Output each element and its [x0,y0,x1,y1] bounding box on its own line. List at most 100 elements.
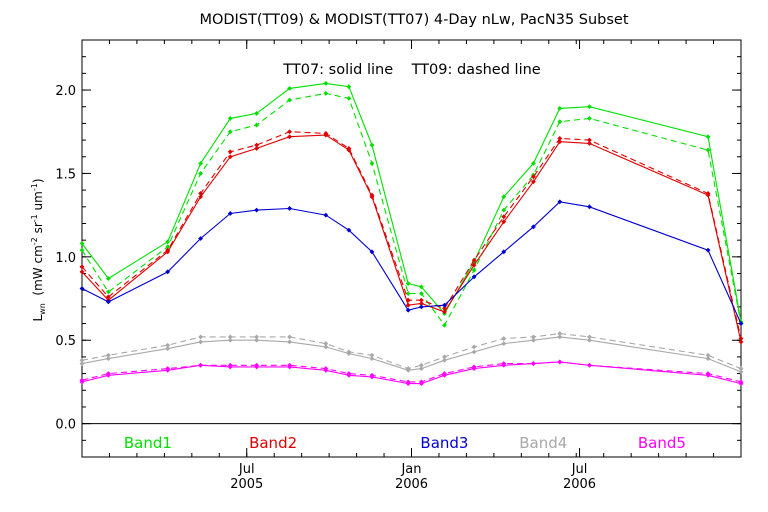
data-point [198,362,204,368]
data-point [705,356,711,362]
data-point [254,145,260,151]
data-point [557,199,563,205]
data-point [705,191,711,196]
series-band4-dashed [79,331,744,372]
data-point [738,339,744,345]
y-axis-label: Lwn (mW cm-2 sr-1 um-1) [30,178,47,321]
data-point [738,321,744,326]
data-point [79,286,85,291]
data-point [405,302,411,308]
data-point [346,349,352,355]
x-tick-label-year: 2006 [563,477,596,492]
chart-title: MODIST(TT09) & MODIST(TT07) 4-Day nLw, P… [199,12,628,28]
data-point [501,207,507,213]
data-point [587,334,592,340]
data-point [227,129,233,135]
legend-item-band3: Band3 [420,434,468,452]
data-point [105,356,111,362]
data-point [369,352,375,358]
y-tick-label: 1.0 [55,251,76,266]
data-point [587,204,592,210]
data-point [471,344,477,350]
data-point [346,227,352,233]
data-point [165,239,171,245]
series-band5-dashed [79,359,744,385]
data-point [369,142,375,148]
data-point [227,362,233,368]
data-point [227,334,233,340]
data-point [587,104,592,110]
y-tick-label: 0.5 [55,334,76,349]
data-point [227,149,233,155]
x-tick-label-month: Jan [400,462,421,477]
data-point [79,269,85,275]
data-point [501,336,507,341]
series-line [81,82,742,322]
legend: Band1 Band2 Band3 Band4 Band5 [124,434,686,452]
data-point [587,140,592,146]
y-tick-label: 2.0 [55,84,76,99]
data-point [418,297,424,303]
series-line [81,336,742,373]
data-point [471,274,477,280]
x-tick-label-month: Jul [571,462,588,477]
data-point [418,379,424,385]
data-point [227,337,233,343]
data-point [501,249,507,255]
data-point [105,276,111,281]
data-point [530,161,536,166]
data-point [323,90,329,96]
data-point [165,269,171,275]
data-point [287,339,293,345]
data-point [530,224,536,230]
data-point [346,95,352,101]
y-axis-label-main: L [31,315,45,322]
data-point [587,337,592,343]
series-band2-dashed [79,129,744,341]
data-point [557,105,563,111]
data-point [418,366,424,372]
data-point [323,366,329,372]
data-point [418,284,424,290]
data-point [501,214,507,220]
data-point [471,257,477,263]
series-line [81,201,742,324]
data-point [405,379,411,385]
data-point [738,336,744,341]
series-line [81,134,742,343]
y-axis-label-units-open: (mW cm [31,245,45,295]
data-point [287,97,293,103]
data-point [369,249,375,255]
data-point [501,194,507,200]
series-line [81,333,742,370]
data-point [323,341,329,347]
data-point [346,84,352,90]
data-point [79,247,85,253]
data-point [442,302,447,308]
data-point [405,291,411,296]
x-tick-label-month: Jul [238,462,255,477]
data-point [705,371,711,377]
data-point [323,344,329,350]
data-point [369,192,375,198]
data-point [738,369,744,375]
data-point [323,212,329,218]
data-point [705,134,711,140]
data-point [287,134,293,140]
data-point [105,289,111,295]
data-point [557,334,563,340]
y-axis-label-sup2: -1 [30,214,39,222]
legend-item-band4: Band4 [519,434,567,452]
series-band1-dashed [79,90,744,328]
y-tick-label: 1.5 [55,167,76,182]
series-band4-solid [79,334,744,375]
data-point [405,366,411,372]
data-point [405,307,411,313]
y-axis-label-units-tail: um [31,191,45,214]
legend-item-band1: Band1 [124,434,172,452]
data-point [369,161,375,166]
data-point [346,145,352,151]
legend-item-band2: Band2 [249,434,297,452]
